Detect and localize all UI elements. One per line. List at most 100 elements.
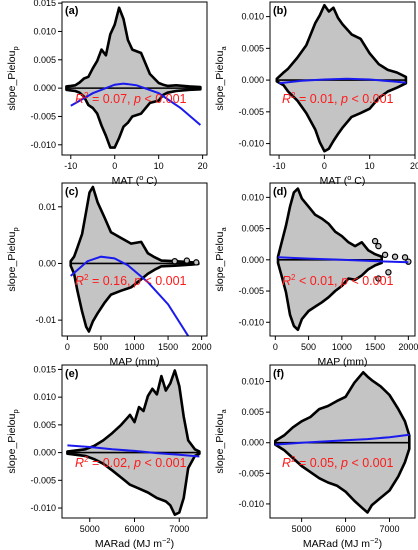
y-tick-label: 0.000: [241, 75, 264, 85]
fit-statistics: R2 = 0.02, p < 0.001: [75, 455, 187, 470]
data-point-cloud: [69, 185, 200, 333]
x-axis-label: MARad (MJ m−2): [303, 536, 382, 550]
x-tick-label: 6000: [336, 524, 356, 534]
y-tick-label: 0.005: [33, 55, 56, 65]
data-point: [385, 269, 392, 276]
fit-statistics: R2 = 0.05, p < 0.001: [282, 455, 394, 470]
panel-label: (a): [65, 5, 79, 17]
x-tick-label: 0: [112, 161, 117, 171]
x-axis-label: MAP (mm): [110, 356, 160, 368]
y-tick-label: 0.00: [38, 258, 56, 268]
data-point-cloud: [66, 369, 201, 516]
data-point: [375, 242, 382, 250]
x-tick-label: 2000: [192, 342, 212, 352]
x-tick-label: 0: [65, 342, 70, 352]
plot-area: [65, 6, 202, 149]
y-tick-label: 0.010: [241, 377, 264, 387]
x-tick-label: 1000: [332, 342, 352, 352]
x-tick-label: 1000: [124, 342, 144, 352]
y-axis-label: slope_Pieloup: [6, 227, 20, 291]
panel-label: (b): [273, 5, 287, 17]
y-tick-label: -0.010: [238, 317, 264, 327]
x-tick-label: -10: [273, 161, 286, 171]
y-axis-label: slope_Pieloua: [214, 409, 228, 474]
fit-curve: [70, 255, 190, 336]
y-tick-label: -0.010: [30, 140, 56, 150]
y-tick-label: -0.010: [238, 499, 264, 509]
x-tick-label: 2000: [398, 342, 418, 352]
plot-frame: [61, 1, 208, 156]
fit-curve: [275, 433, 410, 446]
x-tick-label: 0: [322, 161, 327, 171]
y-tick-label: -0.01: [35, 315, 56, 325]
x-axis-label: MAT (o C): [320, 173, 366, 187]
y-tick-label: -0.005: [30, 111, 56, 121]
fit-statistics: R2 < 0.01, p < 0.001: [282, 273, 394, 288]
y-tick-label: 0.01: [38, 202, 56, 212]
x-tick-label: 0: [273, 342, 278, 352]
plot-area: [69, 185, 200, 336]
x-tick-label: 20: [198, 161, 208, 171]
y-tick-label: 0.005: [241, 43, 264, 53]
fit-curve: [278, 77, 406, 85]
y-tick-label: 0.005: [241, 224, 264, 234]
y-tick-label: -0.005: [238, 286, 264, 296]
x-tick-label: 500: [93, 342, 108, 352]
x-tick-label: 500: [301, 342, 316, 352]
x-axis-label: MARad (MJ m−2): [95, 536, 174, 550]
y-tick-label: 0.015: [33, 0, 56, 8]
x-tick-label: 10: [154, 161, 164, 171]
data-point: [375, 275, 382, 282]
x-tick-label: 6000: [124, 524, 144, 534]
panel-b: -10 0 10 20 -0.010 -0.005 0.000 0.005 0.010 MAT (…: [214, 1, 418, 187]
x-tick-label: 7000: [379, 524, 399, 534]
panel-a: -10 0 10 20 -0.010 -0.005 0.000 0.005 0.010 0.015…: [6, 0, 208, 187]
y-tick-label: 0.000: [241, 438, 264, 448]
plot-area: [274, 371, 411, 514]
plot-area: [276, 187, 412, 332]
x-tick-label: 1500: [365, 342, 385, 352]
y-tick-label: -0.010: [30, 503, 56, 513]
data-point: [371, 237, 379, 245]
y-tick-label: 0.015: [33, 364, 56, 374]
data-point: [171, 258, 178, 265]
y-axis-label: slope_Pieloua: [214, 227, 228, 292]
fit-curve: [67, 444, 200, 458]
panel-c: 0 500 1000 1500 2000 -0.01 0.00 0.01 MAP (mm) slo…: [6, 182, 212, 368]
panel-label: (c): [65, 186, 79, 198]
plot-frame: [269, 1, 416, 156]
x-tick-label: 20: [410, 161, 418, 171]
y-tick-label: 0.010: [241, 12, 264, 22]
x-tick-label: -10: [64, 161, 77, 171]
y-tick-label: 0.005: [241, 407, 264, 417]
x-tick-label: 1500: [158, 342, 178, 352]
data-point: [391, 253, 399, 260]
y-tick-label: -0.005: [238, 107, 264, 117]
panel-d: 0 500 1000 1500 2000 -0.010 -0.005 0.000 0.005 0.…: [214, 182, 418, 368]
data-point: [401, 254, 409, 261]
fit-statistics: R2 = 0.16, p < 0.001: [75, 273, 187, 288]
y-tick-label: 0.010: [33, 392, 56, 402]
panel-label: (d): [273, 186, 287, 198]
data-point: [183, 257, 191, 264]
panel-label: (e): [65, 368, 79, 380]
plot-area: [66, 369, 201, 516]
y-tick-label: -0.005: [238, 468, 264, 478]
x-axis-label: MAT (o C): [112, 173, 158, 187]
data-point: [381, 251, 389, 259]
fit-curve: [277, 256, 409, 264]
y-tick-label: 0.005: [33, 420, 56, 430]
y-tick-label: 0.010: [33, 26, 56, 36]
x-tick-label: 5000: [80, 524, 100, 534]
y-tick-label: 0.010: [241, 192, 264, 202]
y-tick-label: -0.010: [238, 139, 264, 149]
x-tick-label: 10: [365, 161, 375, 171]
data-point: [193, 259, 200, 266]
y-tick-label: -0.005: [30, 475, 56, 485]
y-axis-label: slope_Pieloup: [6, 46, 20, 110]
y-tick-label: 0.000: [33, 448, 56, 458]
plot-frame: [269, 364, 416, 519]
y-tick-label: 0.000: [241, 255, 264, 265]
panel-label: (f): [273, 368, 284, 380]
